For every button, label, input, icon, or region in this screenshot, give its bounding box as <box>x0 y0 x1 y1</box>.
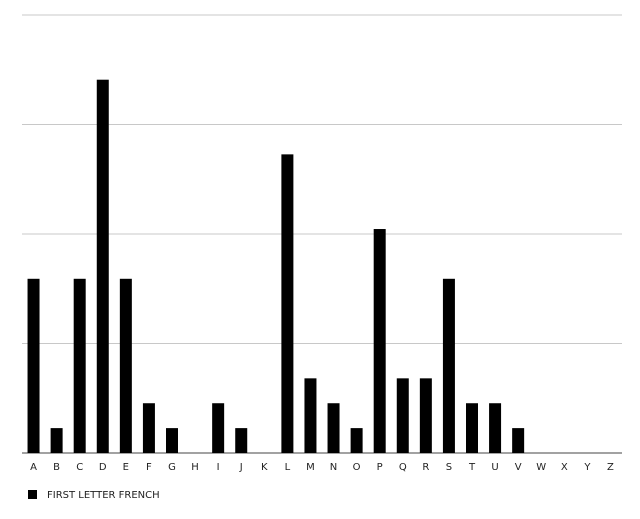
legend-swatch <box>28 490 37 499</box>
x-tick-label: L <box>285 462 291 473</box>
bar <box>73 278 86 453</box>
x-tick-label: B <box>53 462 60 473</box>
x-tick-label: H <box>191 462 199 473</box>
bar <box>466 403 478 453</box>
bar <box>373 229 386 453</box>
bar <box>235 428 248 453</box>
bar <box>327 403 340 453</box>
x-tick-label: P <box>377 462 383 473</box>
x-tick-label: G <box>168 462 176 473</box>
bar <box>50 428 63 453</box>
x-tick-label: M <box>306 462 315 473</box>
x-tick-label: N <box>330 462 337 473</box>
bar <box>27 278 40 453</box>
x-tick-label: Z <box>607 462 614 473</box>
bar <box>212 403 225 453</box>
x-tick-label: R <box>422 462 429 473</box>
x-tick-label: V <box>515 462 522 473</box>
x-tick-label: Q <box>399 462 407 473</box>
x-tick-label: D <box>99 462 107 473</box>
bar <box>281 154 294 453</box>
x-tick-label: E <box>123 462 129 473</box>
bar <box>350 428 363 453</box>
bar <box>166 428 178 453</box>
x-tick-label: S <box>446 462 452 473</box>
bar <box>119 278 132 453</box>
x-tick-label: Y <box>583 462 591 473</box>
bar <box>489 403 502 453</box>
x-tick-label: A <box>30 462 37 473</box>
x-tick-label: U <box>491 462 498 473</box>
bar <box>96 79 109 454</box>
x-tick-label: F <box>146 462 152 473</box>
x-tick-label: J <box>239 462 243 473</box>
legend-label: FIRST LETTER FRENCH <box>47 490 160 501</box>
x-tick-label: W <box>536 462 546 473</box>
x-tick-label: I <box>217 462 220 473</box>
bar <box>442 278 455 453</box>
x-tick-label: O <box>353 462 361 473</box>
bar <box>512 428 525 453</box>
bar <box>142 403 155 453</box>
bar <box>304 378 317 453</box>
x-tick-label: C <box>76 462 83 473</box>
bar <box>396 378 409 453</box>
x-tick-label: T <box>468 462 476 473</box>
bar <box>419 378 432 453</box>
x-tick-label: X <box>561 462 568 473</box>
x-tick-label: K <box>261 462 268 473</box>
